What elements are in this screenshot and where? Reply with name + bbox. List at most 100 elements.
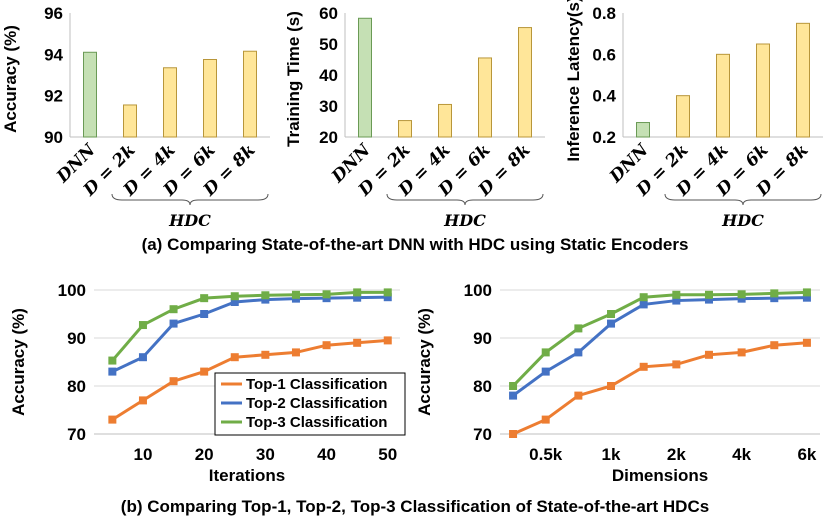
caption-a: (a) Comparing State-of-the-art DNN with … bbox=[142, 235, 689, 254]
x-tick-label: 40 bbox=[317, 445, 336, 464]
y-axis-label: Training Time (s) bbox=[284, 11, 303, 147]
series-top-1-point bbox=[383, 336, 392, 345]
series-top-3-point bbox=[291, 290, 300, 299]
y-tick-label: 20 bbox=[319, 128, 338, 147]
y-tick-label: 0.2 bbox=[592, 128, 616, 147]
legend: Top-1 Classification Top-2 Classification… bbox=[214, 372, 406, 436]
legend-entry: Top-2 Classification bbox=[246, 395, 387, 412]
y-axis-label: Accuracy (%) bbox=[415, 308, 434, 416]
y-tick-label: 80 bbox=[473, 377, 492, 396]
series-top-1-point bbox=[291, 348, 300, 357]
y-tick-label: 0.6 bbox=[592, 45, 616, 64]
series-top-2-point bbox=[574, 348, 583, 357]
series-top-1-point bbox=[230, 353, 239, 362]
series-top-2-point bbox=[770, 294, 779, 303]
series-top-1-point bbox=[737, 348, 746, 357]
x-tick-label: 1k bbox=[602, 445, 621, 464]
y-tick-label: 90 bbox=[473, 329, 492, 348]
y-tick-label: 100 bbox=[58, 281, 86, 300]
y-tick-label: 60 bbox=[319, 4, 338, 23]
series-top-2-point bbox=[704, 295, 713, 304]
series-top-3-point bbox=[574, 324, 583, 333]
x-axis-label: Dimensions bbox=[612, 466, 708, 485]
bar-d-8k bbox=[243, 50, 257, 138]
series-top-3-point bbox=[607, 310, 616, 318]
y-tick-label: 50 bbox=[319, 35, 338, 54]
series-top-3-point bbox=[770, 289, 779, 298]
bar-d-2k bbox=[676, 95, 690, 138]
y-tick-label: 100 bbox=[464, 281, 492, 300]
x-tick-label: 2k bbox=[667, 445, 686, 464]
y-tick-label: 92 bbox=[44, 87, 63, 106]
series-top-1-point bbox=[770, 341, 779, 350]
y-tick-label: 90 bbox=[44, 128, 63, 147]
x-axis-label: Iterations bbox=[209, 466, 286, 485]
bar-d-6k bbox=[203, 59, 217, 138]
series-top-2-point bbox=[169, 319, 178, 328]
bar-d-6k bbox=[756, 43, 770, 138]
series-top-2-line bbox=[512, 296, 807, 397]
line-chart-iterations: 70 80 90 100 10 20 30 40 50 Iterations Accuracy (%… bbox=[9, 281, 406, 485]
series-top-1-point bbox=[169, 377, 178, 386]
bar-dnn bbox=[358, 17, 372, 138]
series-top-2-point bbox=[802, 293, 811, 302]
hdc-group-label: HDC bbox=[443, 211, 486, 230]
series-top-2-point bbox=[261, 295, 270, 304]
y-tick-label: 90 bbox=[67, 329, 86, 348]
y-tick-label: 96 bbox=[44, 4, 63, 23]
bar-d-8k bbox=[796, 22, 810, 138]
series-top-1-point bbox=[639, 362, 648, 371]
series-top-2-point bbox=[230, 298, 239, 306]
hdc-brace bbox=[386, 193, 544, 206]
hdc-group-label: HDC bbox=[168, 211, 211, 230]
y-tick-label: 30 bbox=[319, 97, 338, 116]
series-top-3-point bbox=[322, 290, 331, 299]
bar-d-4k bbox=[716, 53, 730, 138]
series-top-3-point bbox=[383, 288, 392, 297]
legend-box bbox=[214, 372, 406, 436]
series-top-2-point bbox=[383, 293, 392, 302]
series-top-3-point bbox=[108, 356, 117, 365]
bar-d-2k bbox=[123, 104, 137, 138]
y-tick-label: 94 bbox=[44, 45, 63, 64]
bar-dnn bbox=[83, 51, 97, 138]
y-tick-label: 70 bbox=[67, 425, 86, 444]
series-top-2-point bbox=[509, 391, 518, 400]
series-top-2-point bbox=[541, 367, 550, 376]
series-top-1-line bbox=[512, 341, 808, 436]
x-tick-label: 0.5k bbox=[529, 445, 563, 464]
series-top-2-point bbox=[138, 353, 147, 362]
line-chart-dimensions: 70 80 90 100 0.5k 1k 2k 4k 6k Dimensions Accuracy … bbox=[415, 281, 820, 485]
x-tick-label: 20 bbox=[195, 445, 214, 464]
series-top-3-point bbox=[200, 294, 209, 303]
series-top-1-point bbox=[200, 367, 209, 376]
series-top-3-point bbox=[672, 290, 681, 299]
caption-b: (b) Comparing Top-1, Top-2, Top-3 Classi… bbox=[121, 497, 709, 516]
series-top-1-point bbox=[261, 350, 270, 359]
legend-entry: Top-1 Classification bbox=[246, 376, 387, 393]
series-top-2-point bbox=[672, 296, 681, 305]
bar-d-6k bbox=[478, 57, 492, 138]
legend-entry: Top-3 Classification bbox=[246, 414, 387, 431]
series-top-1-point bbox=[322, 341, 331, 350]
series-top-3-point bbox=[802, 288, 811, 297]
y-tick-label: 0.4 bbox=[592, 87, 616, 106]
x-tick-label: 6k bbox=[797, 445, 816, 464]
series-top-1-point bbox=[509, 430, 518, 438]
series-top-2-point bbox=[607, 319, 616, 328]
series-top-1-point bbox=[574, 391, 583, 400]
series-top-1-point bbox=[108, 415, 117, 424]
series-top-3-point bbox=[704, 290, 713, 299]
series-top-3-point bbox=[737, 290, 746, 299]
y-axis-label: Accuracy (%) bbox=[1, 25, 20, 133]
series-top-1-point bbox=[353, 338, 362, 347]
series-top-1-point bbox=[607, 382, 616, 390]
series-top-3-point bbox=[639, 293, 648, 302]
bar-d-4k bbox=[438, 103, 452, 138]
series-top-3-point bbox=[541, 348, 550, 357]
x-tick-label: 50 bbox=[378, 445, 397, 464]
y-tick-label: 80 bbox=[67, 377, 86, 396]
